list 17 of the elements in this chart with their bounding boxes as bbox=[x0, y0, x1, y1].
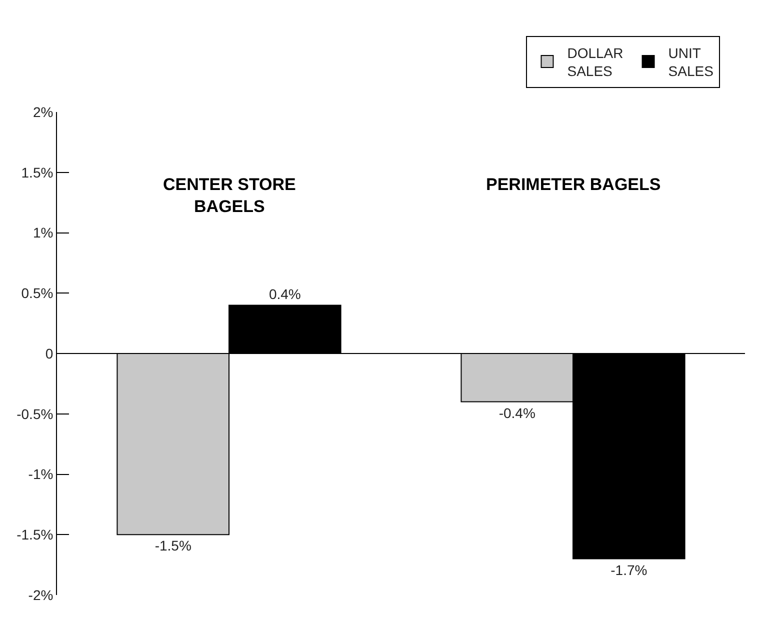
legend-label: UNIT SALES bbox=[668, 44, 714, 80]
x-tick-label: CENTER STORE BAGELS bbox=[163, 175, 296, 216]
y-tick-label: -0.5% bbox=[16, 406, 54, 422]
y-tick-label: 2% bbox=[32, 104, 54, 120]
legend-label: DOLLAR SALES bbox=[567, 44, 624, 80]
y-tick-label: -1% bbox=[28, 466, 54, 482]
y-tick-label: 1.5% bbox=[21, 164, 54, 180]
y-tick-label: 0 bbox=[45, 345, 54, 362]
y-tick-label: 1% bbox=[32, 224, 54, 241]
data-label: -0.4% bbox=[498, 404, 536, 421]
data-label: 0.4% bbox=[268, 286, 301, 302]
y-tick-label: -1.5% bbox=[16, 526, 54, 543]
data-label: -1.7% bbox=[610, 562, 648, 578]
data-label: -1.5% bbox=[154, 538, 192, 554]
y-tick-label: -2% bbox=[28, 586, 54, 603]
x-tick-label: PERIMETER BAGELS bbox=[486, 175, 661, 194]
y-tick-label: 0.5% bbox=[21, 285, 54, 302]
